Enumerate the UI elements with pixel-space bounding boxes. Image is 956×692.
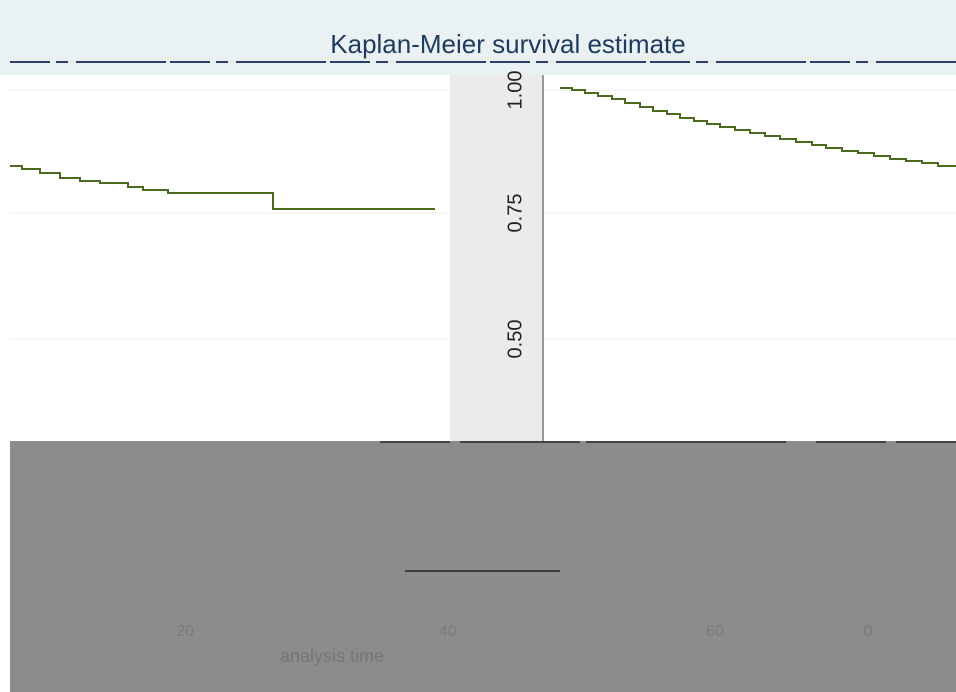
glitch-area: [0, 441, 956, 692]
y-tick-label: 1.00: [504, 71, 526, 110]
axis-strip: [450, 75, 542, 441]
y-tick-label: 0.75: [504, 194, 526, 233]
x-tick-label: 20: [176, 623, 194, 640]
x-tick-label: 60: [706, 623, 724, 640]
title: Kaplan-Meier survival estimate: [330, 29, 685, 59]
x-tick-label: 0: [864, 623, 873, 640]
x-axis-title: analysis time: [280, 646, 384, 666]
right-panel: [544, 75, 956, 441]
y-tick-label: 0.50: [504, 320, 526, 359]
survival-curve: [560, 87, 956, 167]
survival-curve: [10, 165, 435, 210]
x-tick-label: 40: [439, 623, 457, 640]
glitch-edge: [0, 441, 10, 692]
left-panel: [0, 75, 450, 441]
